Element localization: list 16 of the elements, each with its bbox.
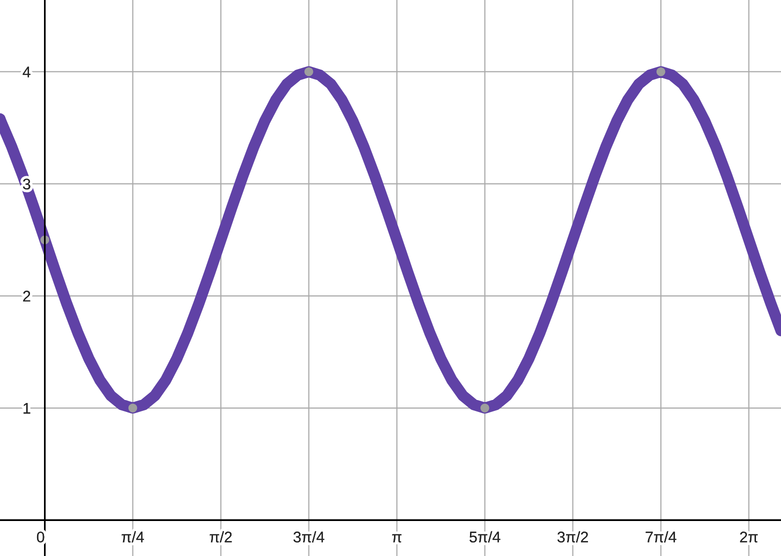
x-tick-label: 3π/2 (558, 531, 588, 542)
y-tick-label: 4 (22, 66, 30, 78)
x-tick-label: 3π/4 (294, 531, 324, 542)
y-tick-label: 2 (23, 290, 30, 302)
x-tick-label: π (392, 534, 402, 542)
point (656, 67, 666, 76)
x-tick-label: 5π/4 (470, 531, 500, 542)
x-tick-label: 2π (740, 532, 758, 542)
point (304, 67, 314, 76)
y-tick-label: 3 (23, 178, 30, 190)
y-tick-label: 1 (24, 403, 30, 414)
x-tick-label: π/2 (210, 531, 232, 542)
point (128, 404, 138, 412)
x-tick-label: 7π/4 (646, 531, 676, 542)
x-tick-label: π/4 (122, 531, 144, 542)
point (480, 404, 490, 412)
